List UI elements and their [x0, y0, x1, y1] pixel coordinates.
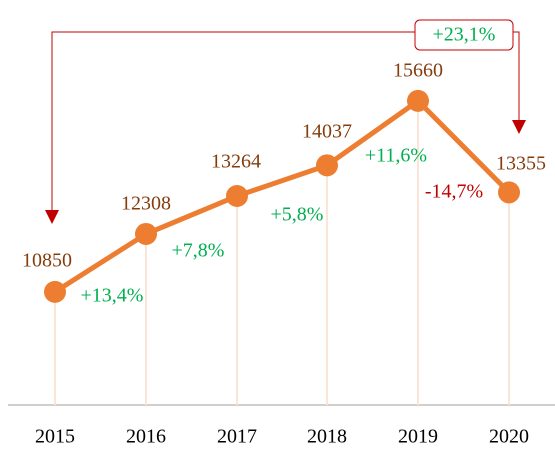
change-label: +7,8% — [172, 240, 225, 262]
total-change-bracket — [45, 31, 526, 224]
value-label: 14037 — [302, 121, 352, 143]
point — [498, 181, 520, 204]
arrow-head — [45, 210, 59, 224]
total-change-label: +23,1% — [433, 24, 496, 46]
point — [226, 185, 248, 208]
value-label: 13264 — [211, 151, 261, 173]
value-label: 13355 — [496, 153, 546, 175]
value-label: 15660 — [393, 60, 443, 82]
point — [316, 154, 338, 177]
point — [135, 222, 157, 245]
series-line — [53, 98, 511, 294]
value-label: 10850 — [22, 250, 72, 272]
bracket-line — [513, 31, 520, 122]
change-label: +13,4% — [81, 285, 144, 307]
point — [44, 280, 66, 303]
x-tick-label: 2016 — [126, 426, 166, 448]
bracket-line — [51, 31, 415, 212]
x-tick-label: 2015 — [35, 426, 75, 448]
change-label: +5,8% — [271, 204, 324, 226]
x-tick-label: 2019 — [398, 426, 438, 448]
x-tick-label: 2018 — [307, 426, 347, 448]
total-change-box — [414, 19, 514, 51]
point — [407, 89, 429, 112]
change-label: +11,6% — [365, 145, 427, 167]
change-label: -14,7% — [425, 181, 483, 203]
x-tick-label: 2017 — [217, 426, 257, 448]
arrow-head — [512, 120, 526, 134]
x-tick-label: 2020 — [489, 426, 529, 448]
value-label: 12308 — [121, 193, 171, 215]
